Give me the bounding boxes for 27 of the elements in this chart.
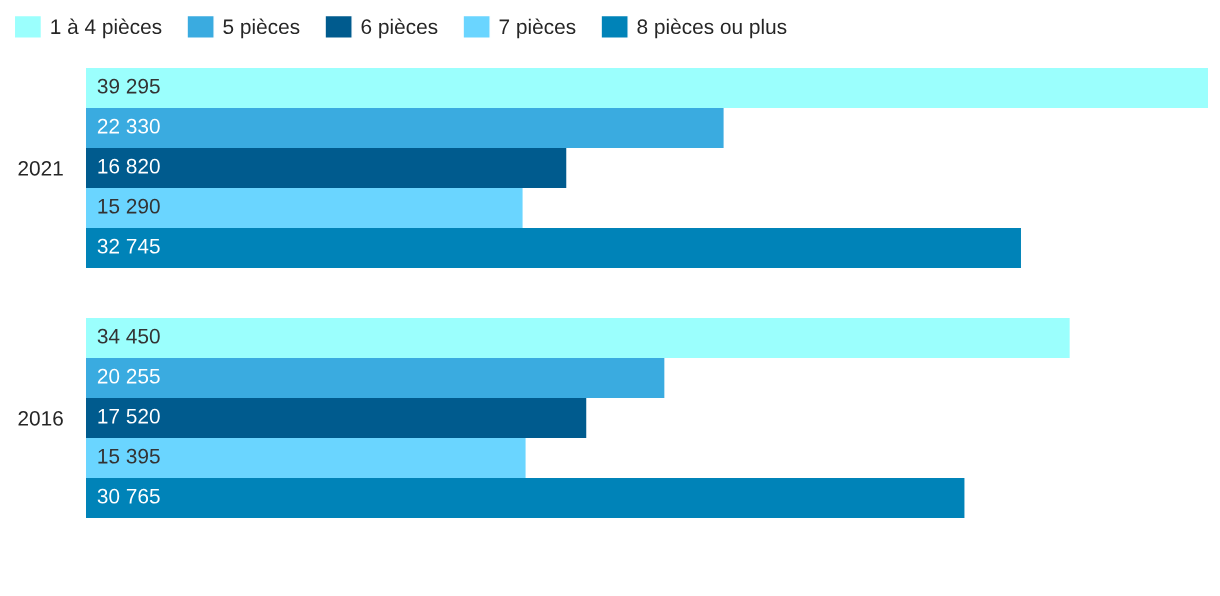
y-tick-label: 2021 <box>18 161 63 176</box>
data-label: 15 395 <box>98 448 160 464</box>
bar <box>86 108 724 148</box>
legend-label: 5 pièces <box>223 18 300 39</box>
legend-label: 7 pièces <box>499 18 576 39</box>
bar <box>86 68 1208 108</box>
bar <box>86 398 587 438</box>
data-label: 34 450 <box>97 328 160 344</box>
bar <box>86 318 1070 358</box>
legend-label: 8 pièces ou plus <box>637 18 787 39</box>
bar <box>86 358 665 398</box>
data-label: 17 520 <box>98 408 160 424</box>
bar <box>86 478 965 518</box>
bar <box>86 188 523 228</box>
bar <box>86 228 1021 268</box>
data-label: 22 330 <box>97 118 160 134</box>
legend-label: 1 à 4 pièces <box>51 18 162 39</box>
legend-label: 6 pièces <box>361 18 438 39</box>
data-label: 20 255 <box>97 368 160 384</box>
data-label: 16 820 <box>98 158 160 174</box>
bar <box>86 148 567 188</box>
data-label: 15 290 <box>98 198 160 214</box>
data-label: 39 295 <box>97 78 160 94</box>
bar <box>86 438 526 478</box>
data-label: 32 745 <box>97 238 160 254</box>
y-tick-label: 2016 <box>18 411 63 426</box>
data-label: 30 765 <box>97 488 160 504</box>
